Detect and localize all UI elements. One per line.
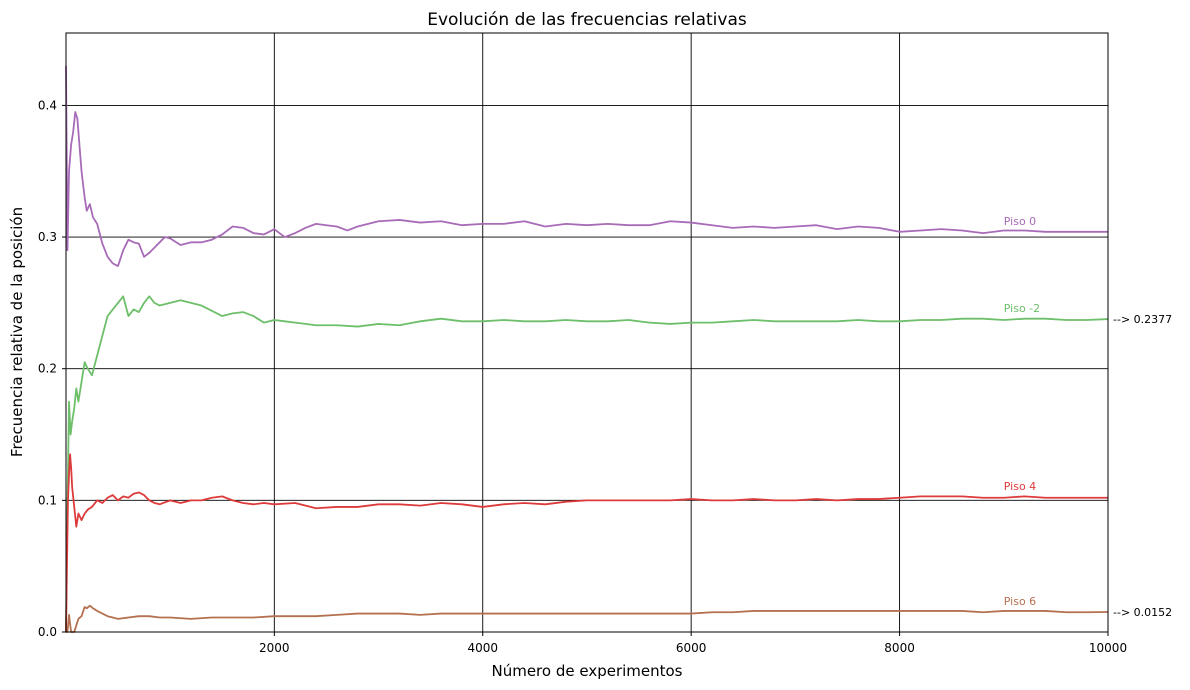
series-layer	[65, 65, 1109, 633]
series-labels: Piso 0 Piso -2 --> 0.2377 Piso 4 Piso 6 --> 0…	[1004, 215, 1172, 619]
y-tick-label: 0.4	[38, 98, 57, 112]
final-value-annotation-piso-6: --> 0.0152	[1113, 606, 1172, 619]
x-tick-label: 8000	[884, 641, 915, 655]
series-line-piso-2	[65, 295, 1109, 633]
final-value-annotation-piso-2: --> 0.2377	[1113, 313, 1172, 326]
x-tick-label: 4000	[467, 641, 498, 655]
y-tick-label: 0.0	[38, 625, 57, 639]
series-label-piso-2: Piso -2	[1004, 302, 1040, 315]
series-label-piso-0: Piso 0	[1004, 215, 1036, 228]
chart-title: Evolución de las frecuencias relativas	[427, 10, 747, 30]
y-axis-label: Frecuencia relativa de la posición	[8, 207, 26, 457]
plot-frame	[65, 32, 1109, 633]
x-tick-label: 10000	[1089, 641, 1127, 655]
grid	[66, 33, 1109, 633]
x-axis-ticks: 2000 4000 6000 8000 10000	[259, 632, 1127, 655]
series-line-piso-0	[65, 65, 1108, 267]
series-label-piso-4: Piso 4	[1004, 480, 1036, 493]
series-line-piso-4	[65, 453, 1108, 633]
y-axis-ticks: 0.0 0.1 0.2 0.3 0.4	[38, 98, 66, 639]
x-tick-label: 2000	[259, 641, 290, 655]
series-line-piso-6	[66, 604, 1109, 633]
series-label-piso-6: Piso 6	[1004, 595, 1036, 608]
y-tick-label: 0.3	[38, 230, 57, 244]
y-tick-label: 0.1	[38, 493, 57, 507]
x-tick-label: 6000	[676, 641, 707, 655]
x-axis-label: Número de experimentos	[491, 662, 682, 680]
y-tick-label: 0.2	[38, 362, 57, 376]
